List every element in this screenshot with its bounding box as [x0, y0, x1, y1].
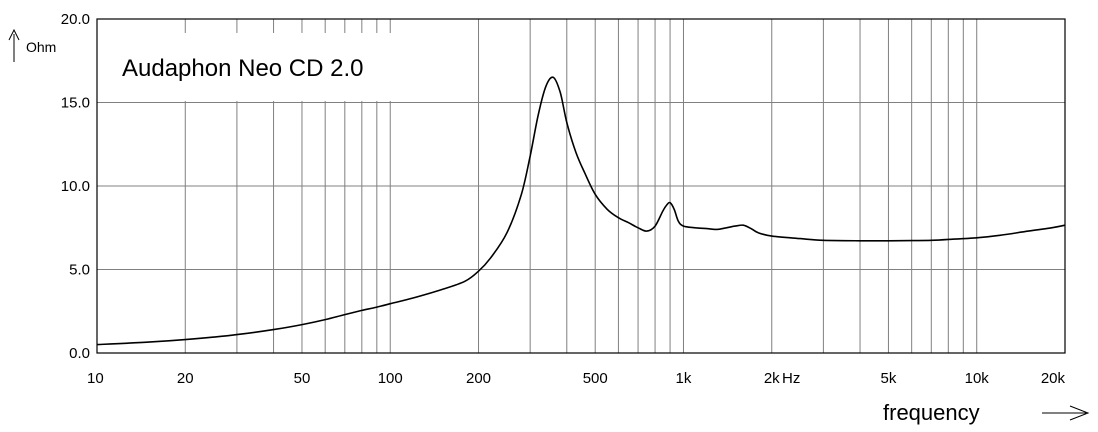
chart-title: Audaphon Neo CD 2.0 — [122, 55, 364, 82]
x-tick-label: 2k — [764, 370, 780, 387]
plot-frame — [96, 18, 1066, 354]
x-tick-label: 20 — [177, 370, 194, 387]
impedance-curve — [96, 76, 1066, 346]
y-axis-arrow-icon — [8, 28, 20, 62]
x-axis-label: frequency — [883, 400, 980, 425]
x-tick-label: 100 — [378, 370, 403, 387]
x-tick-label: 200 — [466, 370, 491, 387]
x-tick-label: 10k — [965, 370, 990, 387]
y-tick-label: 10.0 — [61, 178, 90, 195]
title-box — [110, 33, 460, 101]
y-tick-label: 5.0 — [69, 262, 90, 279]
x-tick-label: 10 — [87, 370, 104, 387]
y-tick-label: 0.0 — [69, 345, 90, 362]
y-axis-label: Ohm — [26, 39, 56, 55]
y-tick-label: 15.0 — [61, 95, 90, 112]
y-tick-labels: 0.0 5.0 10.0 15.0 20.0 — [61, 11, 90, 362]
x-tick-label: 50 — [294, 370, 311, 387]
x-axis-arrow-icon — [1042, 405, 1090, 421]
x-tick-labels: 10 20 50 100 200 500 1k 2k 5k 10k 20k — [87, 370, 1065, 387]
x-tick-label: 1k — [676, 370, 692, 387]
x-tick-label: 500 — [583, 370, 608, 387]
x-tick-label: 5k — [881, 370, 897, 387]
y-tick-label: 20.0 — [61, 11, 90, 28]
x-unit-label: Hz — [782, 370, 800, 387]
x-tick-label: 20k — [1041, 370, 1066, 387]
